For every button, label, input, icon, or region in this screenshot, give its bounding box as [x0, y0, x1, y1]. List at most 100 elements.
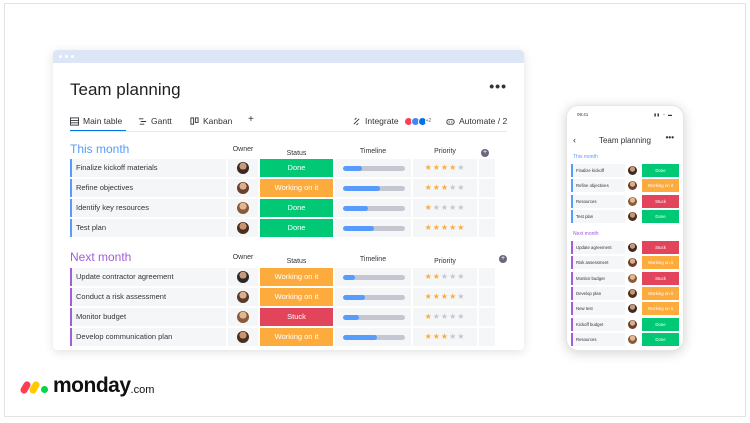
status-badge[interactable]: Done: [260, 159, 333, 177]
column-header-timeline[interactable]: Timeline: [359, 148, 387, 155]
more-options-button[interactable]: •••: [665, 133, 674, 142]
column-header-timeline[interactable]: Timeline: [359, 256, 387, 263]
group-title[interactable]: This month: [70, 142, 130, 156]
more-options-button[interactable]: •••: [489, 78, 507, 94]
status-badge[interactable]: Done: [260, 219, 333, 237]
status-badge[interactable]: Working on it: [642, 179, 679, 193]
group-title[interactable]: Next month: [70, 250, 132, 264]
owner-cell[interactable]: [228, 288, 258, 306]
item-name[interactable]: Finalize kickoff: [571, 164, 625, 177]
table-row[interactable]: Test plan Done ★★★★★: [70, 219, 515, 237]
add-view-button[interactable]: +: [248, 114, 254, 125]
status-badge[interactable]: Working on it: [260, 328, 333, 346]
timeline-cell[interactable]: [335, 219, 411, 237]
timeline-cell[interactable]: [335, 288, 411, 306]
table-row[interactable]: Update contractor agreement Working on i…: [70, 268, 515, 286]
list-item[interactable]: Refine objectives Working on it: [571, 179, 680, 193]
list-item[interactable]: New test Working on it: [571, 302, 680, 316]
item-name[interactable]: Resources: [571, 194, 625, 208]
owner-cell[interactable]: [228, 308, 258, 326]
priority-rating[interactable]: ★★★★★: [413, 288, 477, 306]
table-row[interactable]: Refine objectives Working on it ★★★★★: [70, 179, 515, 197]
timeline-cell[interactable]: [335, 199, 411, 217]
table-row[interactable]: Conduct a risk assessment Working on it …: [70, 288, 515, 306]
list-item[interactable]: Finalize kickoff Done: [571, 164, 680, 177]
group-title[interactable]: Next month: [573, 231, 599, 237]
column-header-status[interactable]: Status: [286, 150, 307, 157]
item-name[interactable]: Resources: [571, 332, 625, 346]
add-column-button[interactable]: +: [481, 149, 489, 157]
list-item[interactable]: Resources Stuck: [571, 194, 680, 208]
tab-kanban[interactable]: Kanban: [190, 116, 232, 126]
list-item[interactable]: Resources Done: [571, 332, 680, 346]
item-name[interactable]: Refine objectives: [70, 179, 226, 197]
status-badge[interactable]: Working on it: [260, 268, 333, 286]
priority-rating[interactable]: ★★★★★: [413, 159, 477, 177]
timeline-cell[interactable]: [335, 308, 411, 326]
item-name[interactable]: Risk assessment: [571, 256, 625, 270]
status-badge[interactable]: Stuck: [642, 241, 679, 254]
status-badge[interactable]: Working on it: [260, 288, 333, 306]
priority-rating[interactable]: ★★★★★: [413, 199, 477, 217]
list-item[interactable]: Develop plan Working on it: [571, 286, 680, 300]
priority-rating[interactable]: ★★★★★: [413, 328, 477, 346]
item-name[interactable]: Test plan: [70, 219, 226, 237]
timeline-cell[interactable]: [335, 159, 411, 177]
list-item[interactable]: Test plan Done: [571, 209, 680, 223]
item-name[interactable]: Monitor budget: [70, 308, 226, 326]
table-row[interactable]: Identify key resources Done ★★★★★: [70, 199, 515, 217]
tab-gantt[interactable]: Gantt: [138, 116, 172, 126]
item-name[interactable]: Develop plan: [571, 286, 625, 300]
list-item[interactable]: Risk assessment Working on it: [571, 256, 680, 270]
status-badge[interactable]: Working on it: [642, 256, 679, 270]
owner-cell[interactable]: [228, 199, 258, 217]
timeline-cell[interactable]: [335, 268, 411, 286]
add-column-button[interactable]: +: [499, 255, 507, 263]
item-name[interactable]: Update contractor agreement: [70, 268, 226, 286]
status-badge[interactable]: Working on it: [642, 302, 679, 316]
column-header-owner[interactable]: Owner: [232, 254, 254, 261]
status-badge[interactable]: Stuck: [642, 194, 679, 208]
status-badge[interactable]: Done: [642, 317, 679, 331]
status-badge[interactable]: Stuck: [642, 271, 679, 285]
owner-cell[interactable]: [228, 219, 258, 237]
owner-cell[interactable]: [228, 159, 258, 177]
item-name[interactable]: Refine objectives: [571, 179, 625, 193]
owner-cell[interactable]: [228, 328, 258, 346]
integrate-button[interactable]: Integrate +2: [352, 116, 434, 126]
item-name[interactable]: Test plan: [571, 209, 625, 223]
status-badge[interactable]: Working on it: [642, 286, 679, 300]
item-name[interactable]: Finalize kickoff materials: [70, 159, 226, 177]
list-item[interactable]: Update agreement Stuck: [571, 241, 680, 254]
tab-main-table[interactable]: Main table: [70, 116, 122, 126]
priority-rating[interactable]: ★★★★★: [413, 308, 477, 326]
status-badge[interactable]: Working on it: [260, 179, 333, 197]
item-name[interactable]: Monitor budget: [571, 271, 625, 285]
status-badge[interactable]: Done: [642, 209, 679, 223]
automate-button[interactable]: Automate / 2: [446, 116, 507, 126]
priority-rating[interactable]: ★★★★★: [413, 219, 477, 237]
status-badge[interactable]: Done: [642, 164, 679, 177]
table-row[interactable]: Develop communication plan Working on it…: [70, 328, 515, 346]
list-item[interactable]: Kickoff budget Done: [571, 317, 680, 331]
column-header-owner[interactable]: Owner: [232, 146, 254, 153]
group-title[interactable]: This month: [573, 154, 598, 160]
column-header-priority[interactable]: Priority: [434, 148, 456, 155]
column-header-priority[interactable]: Priority: [434, 258, 456, 265]
item-name[interactable]: Identify key resources: [70, 199, 226, 217]
item-name[interactable]: Develop communication plan: [70, 328, 226, 346]
status-badge[interactable]: Done: [260, 199, 333, 217]
timeline-cell[interactable]: [335, 328, 411, 346]
status-badge[interactable]: Stuck: [260, 308, 333, 326]
item-name[interactable]: Update agreement: [571, 241, 625, 254]
column-header-status[interactable]: Status: [286, 258, 307, 265]
item-name[interactable]: Conduct a risk assessment: [70, 288, 226, 306]
back-button[interactable]: ‹: [573, 135, 576, 145]
item-name[interactable]: Kickoff budget: [571, 317, 625, 331]
item-name[interactable]: New test: [571, 302, 625, 316]
timeline-cell[interactable]: [335, 179, 411, 197]
priority-rating[interactable]: ★★★★★: [413, 268, 477, 286]
list-item[interactable]: Monitor budget Stuck: [571, 271, 680, 285]
owner-cell[interactable]: [228, 268, 258, 286]
table-row[interactable]: Monitor budget Stuck ★★★★★: [70, 308, 515, 326]
